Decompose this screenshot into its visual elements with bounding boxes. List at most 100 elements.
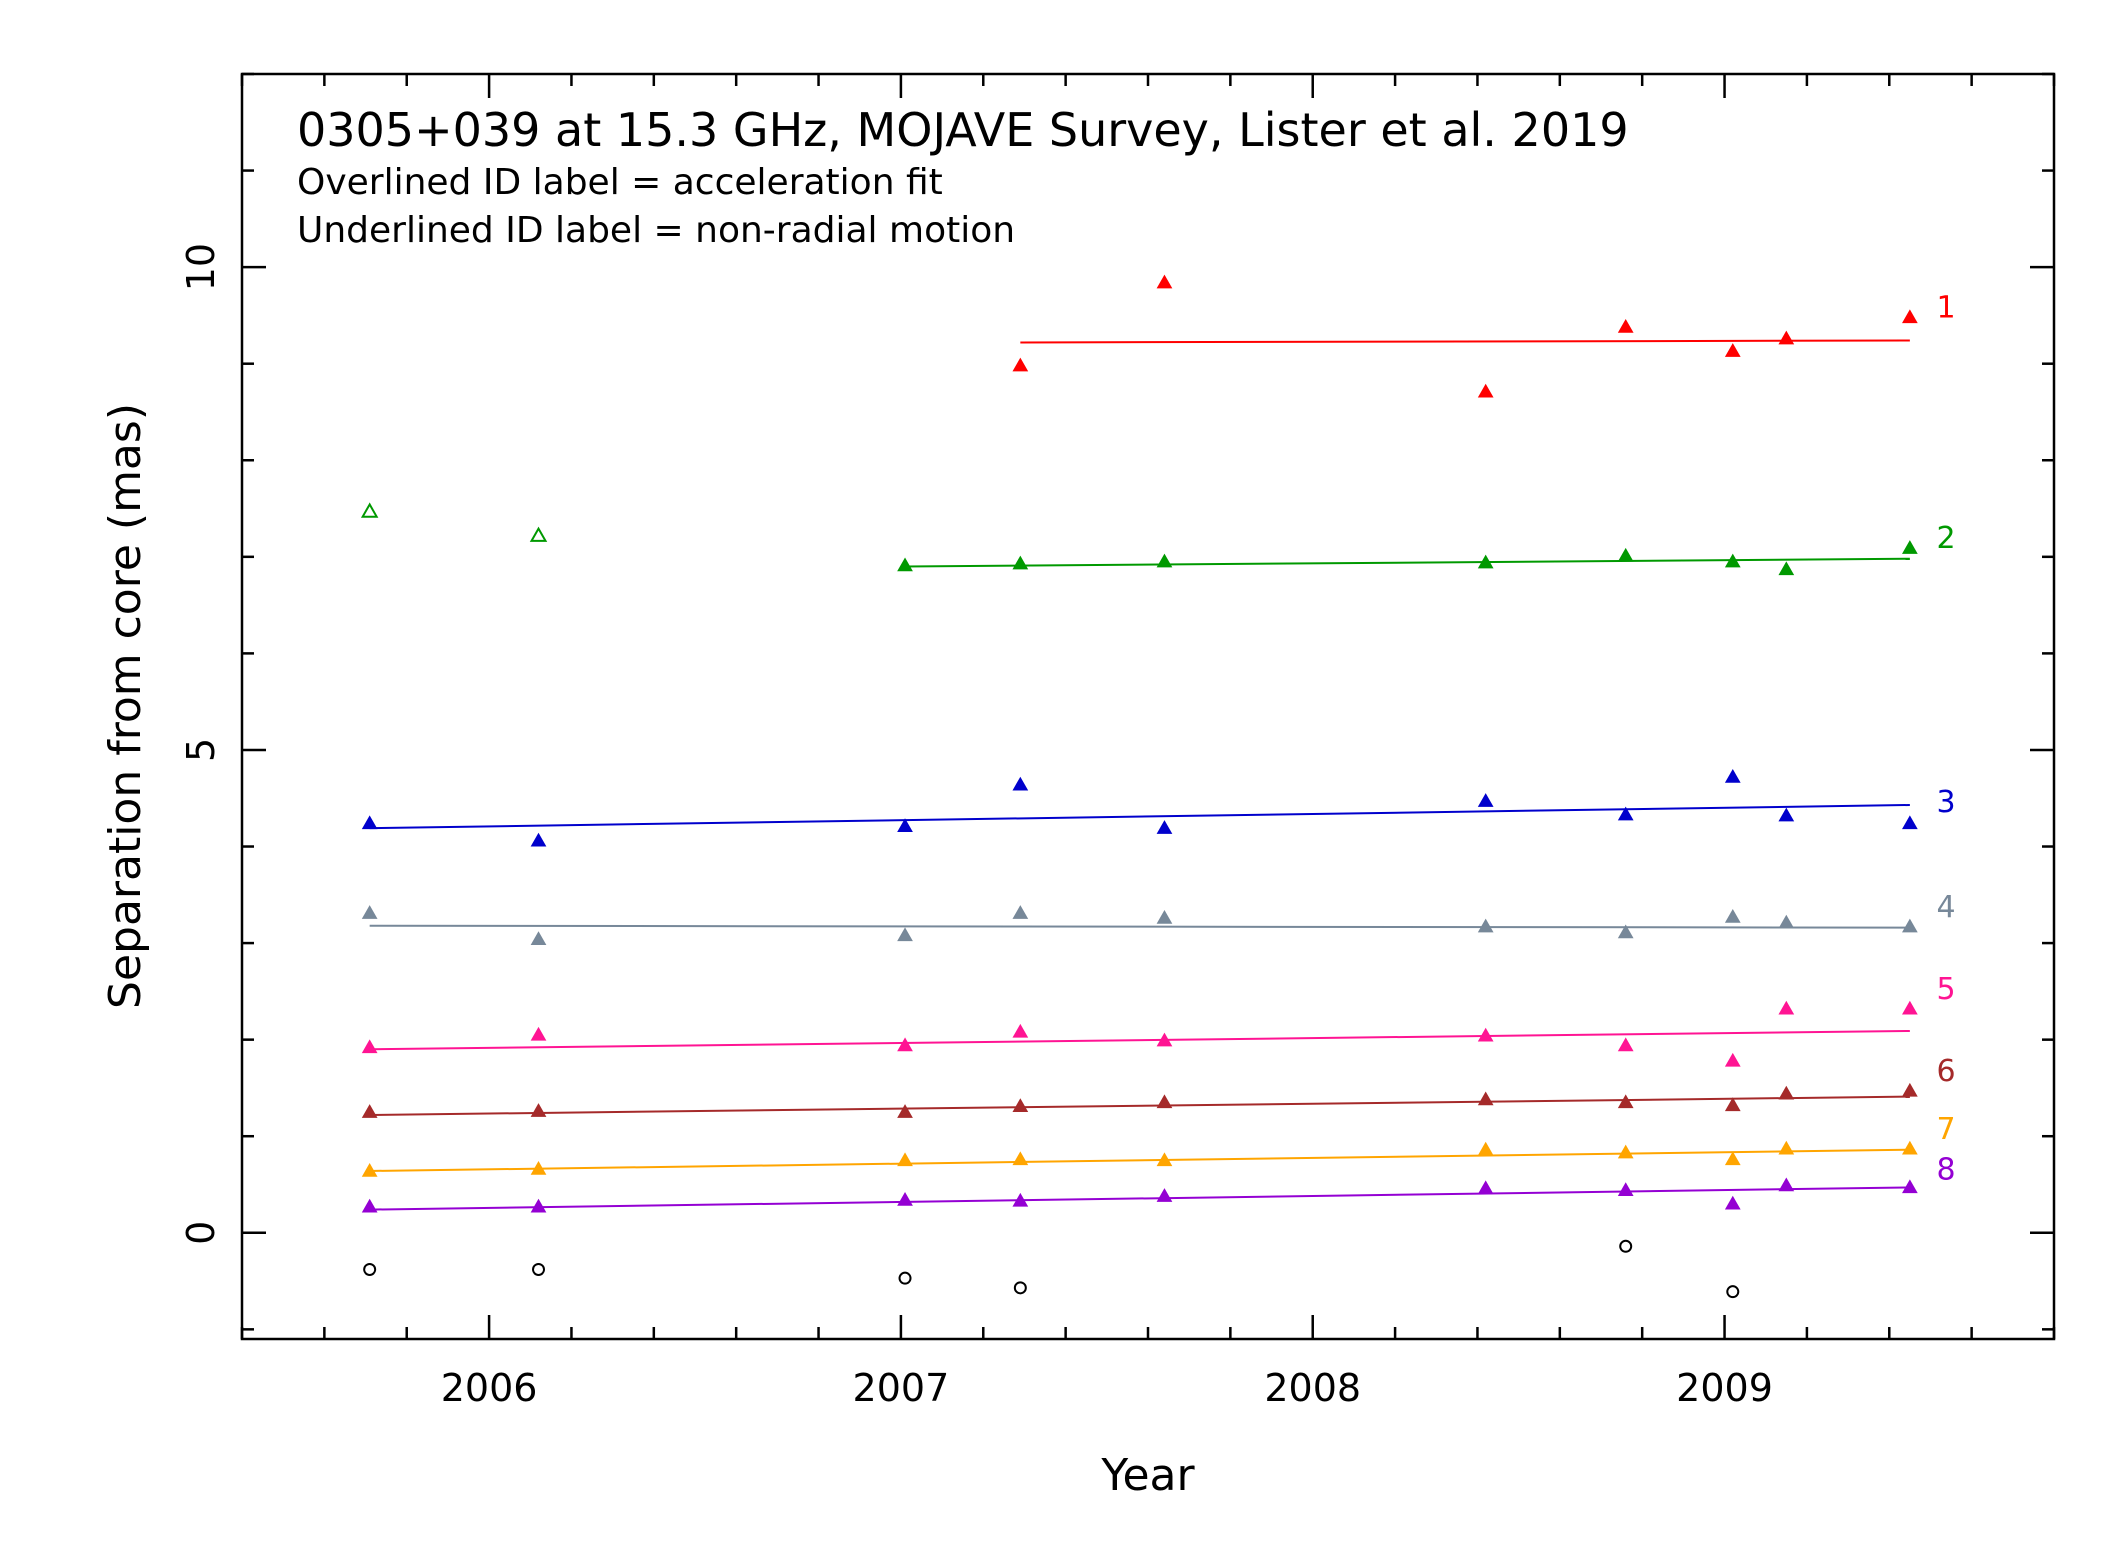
- point-7: [897, 1152, 913, 1167]
- point-6: [1012, 1098, 1029, 1113]
- series-label-3: 3: [1936, 785, 1955, 820]
- fit-lines: [369, 339, 1910, 1211]
- x-tick-label: 2007: [853, 1366, 950, 1410]
- point-1: [1902, 309, 1918, 324]
- point-8: [1724, 1195, 1741, 1210]
- point-5: [361, 1039, 378, 1054]
- point-5: [1617, 1037, 1634, 1052]
- series-label-1: 1: [1936, 290, 1955, 325]
- point-4: [361, 905, 378, 919]
- point-core-open: [532, 1262, 546, 1276]
- point-2-open: [529, 526, 548, 542]
- point-4: [1902, 918, 1918, 933]
- point-5: [1156, 1032, 1173, 1047]
- point-5: [1902, 1000, 1918, 1015]
- point-5: [1724, 1052, 1741, 1067]
- point-1: [1778, 330, 1795, 345]
- fit-line-8: [369, 1186, 1910, 1211]
- data-points: [360, 274, 1918, 1299]
- point-2: [1477, 554, 1494, 569]
- point-8: [1617, 1182, 1634, 1197]
- point-4: [1617, 924, 1634, 939]
- x-axis-label: Year: [1100, 1450, 1195, 1501]
- point-core-open: [1726, 1285, 1740, 1299]
- point-6: [361, 1104, 378, 1118]
- point-7: [1724, 1151, 1741, 1166]
- point-6: [1778, 1085, 1795, 1100]
- point-6: [1617, 1094, 1634, 1109]
- point-2: [1156, 553, 1173, 568]
- chart-title: 0305+039 at 15.3 GHz, MOJAVE Survey, Lis…: [297, 103, 1629, 157]
- point-1: [1156, 274, 1173, 289]
- point-7: [1778, 1140, 1795, 1155]
- point-2: [1902, 540, 1918, 554]
- chart-subtitle-underlined: Underlined ID label = non-radial motion: [297, 210, 1015, 251]
- point-4: [1156, 909, 1173, 924]
- point-7: [1012, 1151, 1029, 1166]
- x-tick-label: 2008: [1264, 1366, 1361, 1410]
- y-tick-label: 5: [179, 738, 223, 762]
- axis-ticks: 2006 2007 2008 2009 0 5 10: [179, 72, 2056, 1410]
- fit-line-1: [1020, 339, 1910, 344]
- point-5: [530, 1026, 547, 1041]
- point-8: [1012, 1192, 1029, 1207]
- point-6: [1724, 1097, 1741, 1112]
- point-core-open: [1013, 1281, 1027, 1295]
- point-1: [1012, 357, 1029, 372]
- point-6: [1902, 1082, 1918, 1097]
- point-8: [1477, 1180, 1494, 1195]
- point-8: [361, 1198, 378, 1213]
- y-tick-label: 10: [179, 243, 223, 291]
- point-7: [1902, 1140, 1918, 1155]
- x-tick-label: 2006: [441, 1366, 538, 1410]
- point-7: [1477, 1141, 1494, 1156]
- point-5: [1477, 1027, 1494, 1042]
- point-2: [1617, 547, 1634, 562]
- point-1: [1724, 343, 1741, 357]
- point-2: [897, 557, 913, 572]
- fit-line-4: [369, 924, 1910, 929]
- fit-line-6: [369, 1095, 1910, 1116]
- series-id-labels: 1 2 3 4 5 6 7 8: [1936, 290, 1955, 1187]
- point-5: [1012, 1023, 1029, 1038]
- point-4: [530, 931, 547, 945]
- point-2-open: [360, 502, 379, 518]
- point-2: [1012, 555, 1029, 570]
- series-label-5: 5: [1936, 972, 1955, 1007]
- point-8: [530, 1198, 547, 1213]
- x-tick-label: 2009: [1676, 1366, 1773, 1410]
- point-7: [1156, 1152, 1173, 1167]
- point-3: [897, 818, 913, 832]
- point-4: [1724, 909, 1741, 923]
- chart-subtitle-overlined: Overlined ID label = acceleration fit: [297, 162, 943, 203]
- point-3: [1012, 776, 1029, 791]
- point-3: [361, 815, 378, 830]
- point-7: [361, 1162, 378, 1177]
- point-3: [530, 832, 547, 847]
- y-axis-label: Separation from core (mas): [100, 403, 151, 1009]
- series-label-7: 7: [1936, 1112, 1955, 1147]
- point-core-open: [1619, 1239, 1633, 1253]
- fit-line-5: [369, 1029, 1910, 1051]
- point-5: [1778, 1000, 1795, 1015]
- series-label-6: 6: [1936, 1054, 1955, 1089]
- point-2: [1724, 553, 1741, 568]
- point-7: [530, 1161, 547, 1175]
- point-8: [1156, 1188, 1173, 1202]
- point-8: [1778, 1177, 1795, 1192]
- point-3: [1778, 807, 1795, 822]
- point-4: [897, 927, 913, 942]
- y-tick-label: 0: [179, 1221, 223, 1245]
- point-1: [1617, 318, 1634, 333]
- point-7: [1617, 1144, 1634, 1159]
- point-6: [897, 1104, 913, 1118]
- point-3: [1902, 815, 1918, 830]
- point-8: [1902, 1179, 1918, 1194]
- point-6: [1477, 1091, 1494, 1106]
- point-core-open: [898, 1271, 912, 1285]
- point-3: [1617, 806, 1634, 821]
- series-label-2: 2: [1936, 521, 1955, 556]
- point-2: [1778, 561, 1795, 576]
- point-5: [897, 1037, 913, 1052]
- point-6: [530, 1103, 547, 1117]
